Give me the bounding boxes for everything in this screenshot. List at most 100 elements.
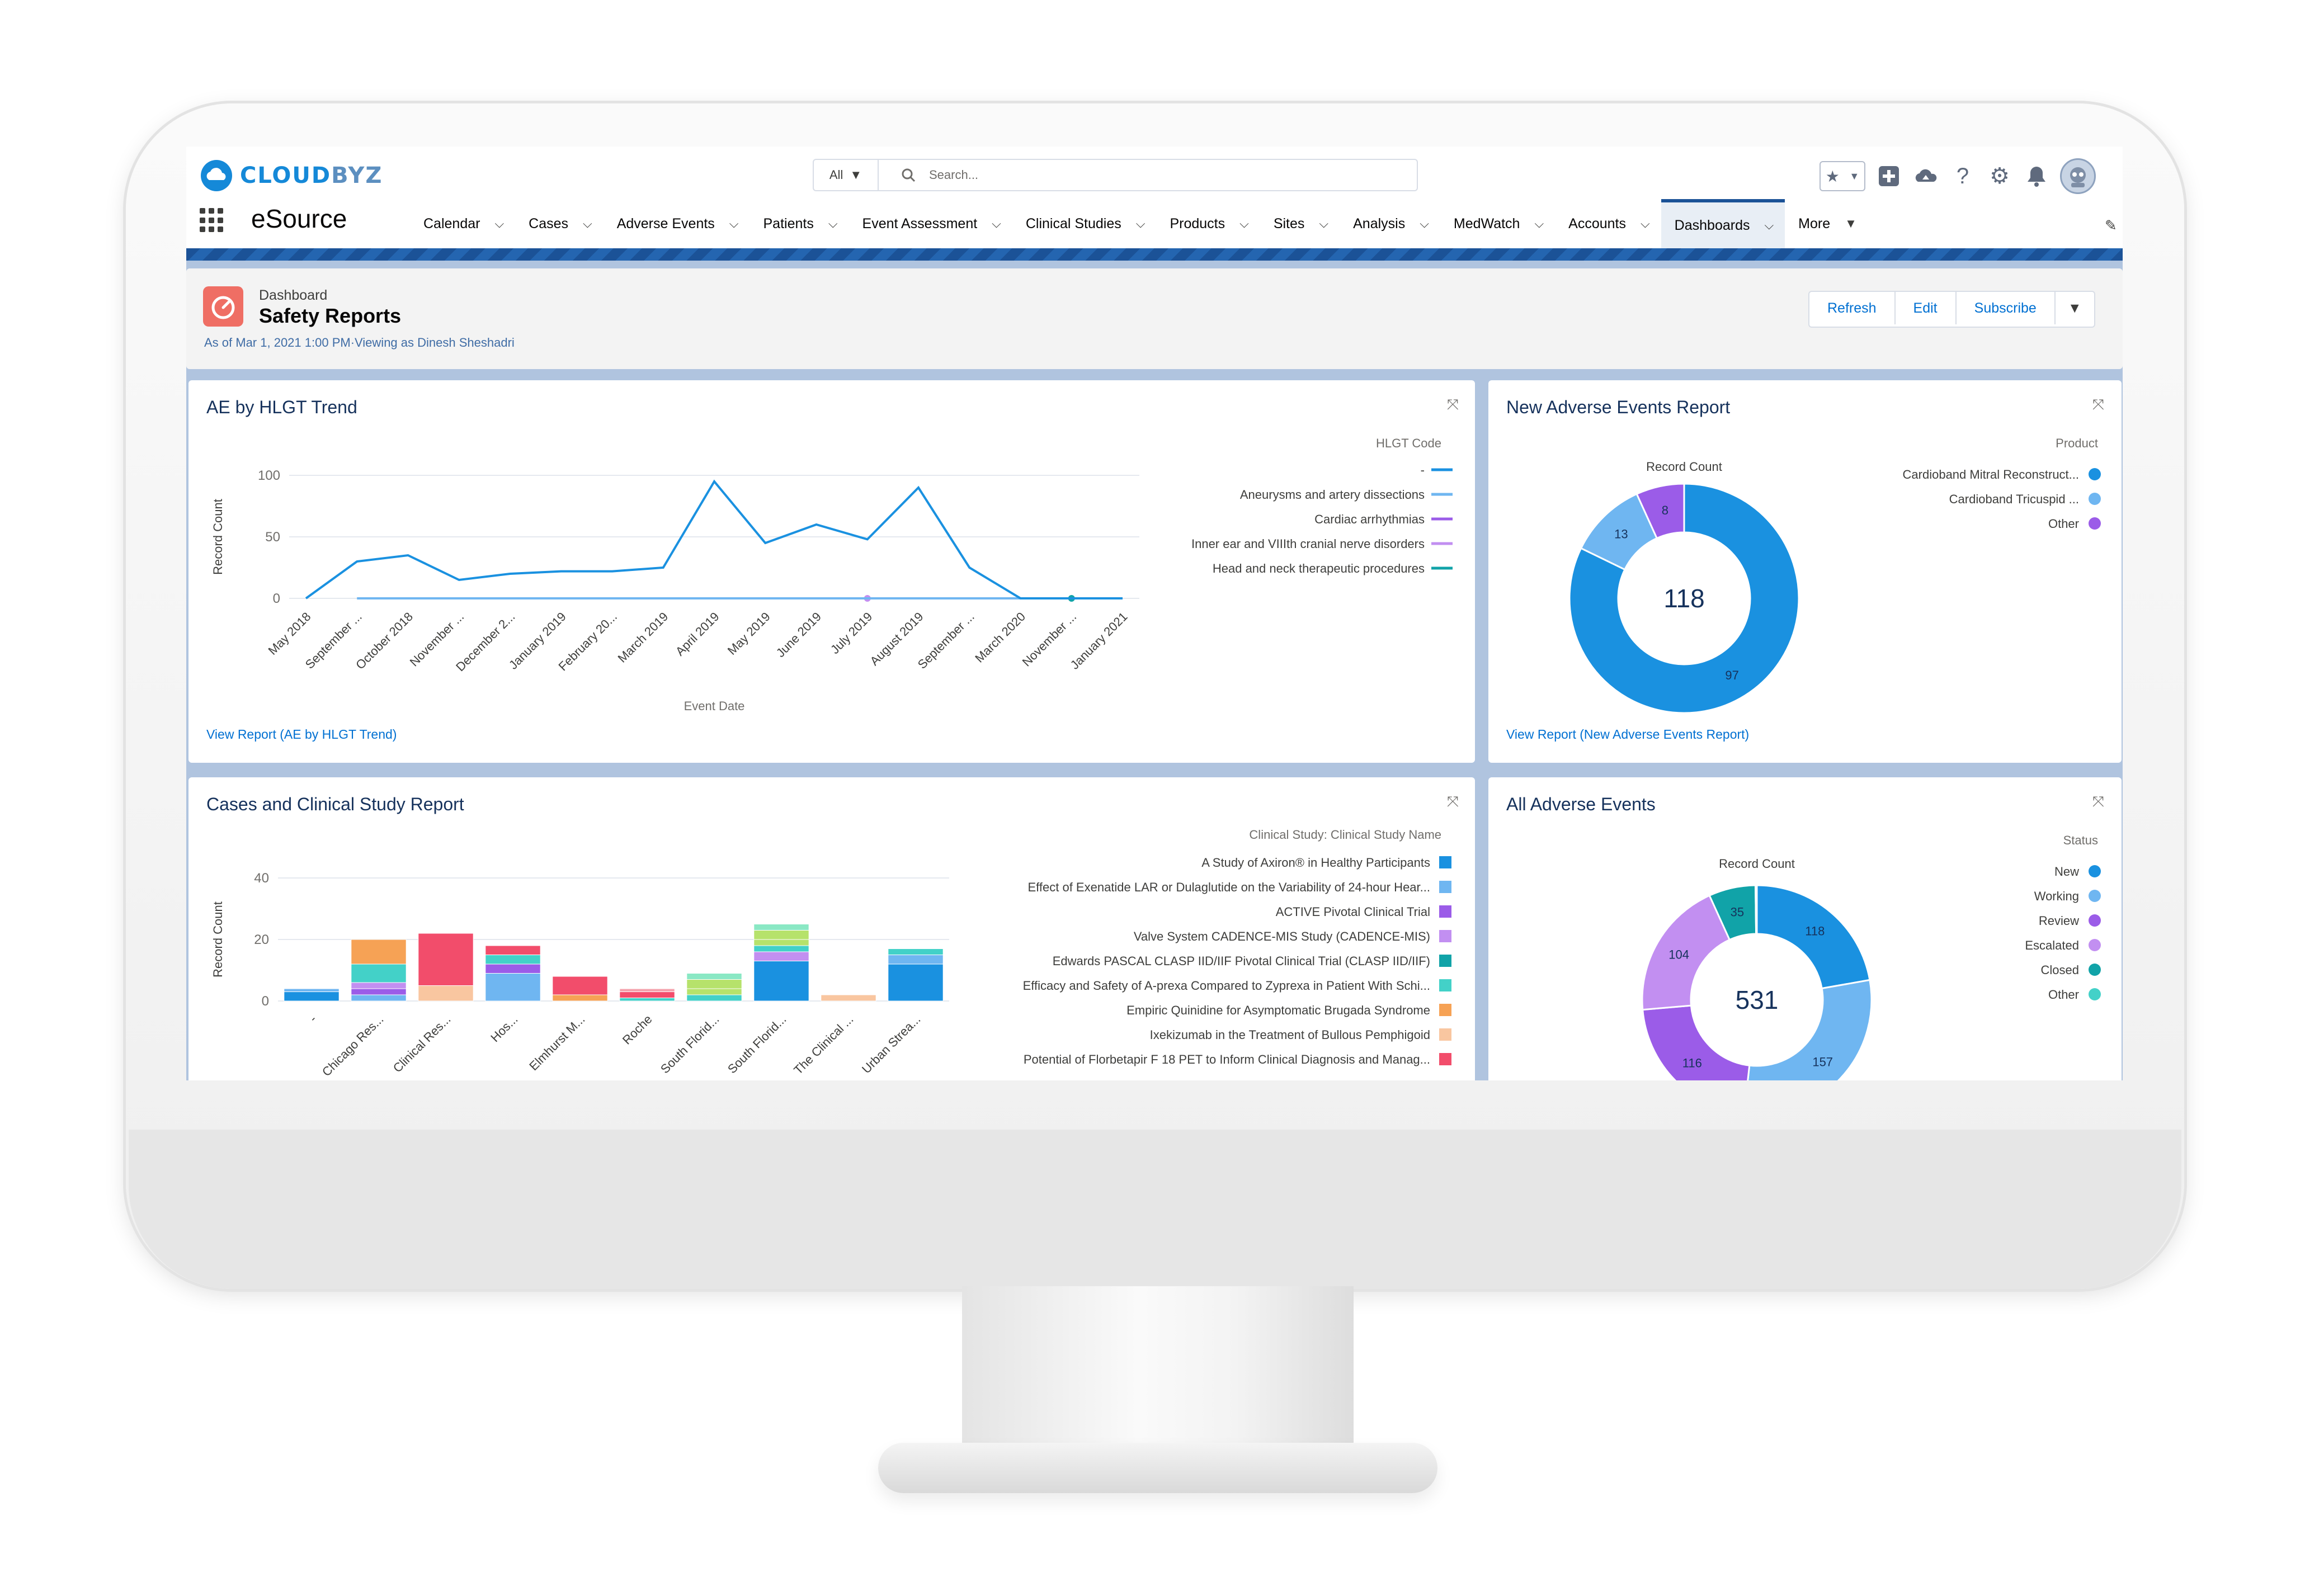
avatar[interactable]	[2060, 158, 2096, 194]
new-ae-donut-chart: Record Count 97 13 8 118 Product Cardioband Mi…	[1568, 436, 2101, 714]
cloudbyz-logo[interactable]: CLOUDBYZ	[200, 159, 383, 192]
chevron-down-icon: ⌵	[1319, 216, 1329, 230]
nav-item-clinical-studies[interactable]: Clinical Studies ⌵	[1025, 215, 1146, 232]
cases-clinical-study-card: Cases and Clinical Study Report ⤧ 0 20 40 R…	[188, 777, 1475, 1080]
bar-segment	[821, 994, 876, 1002]
edit-button[interactable]: Edit	[1896, 292, 1957, 324]
caret-down-icon: ▼	[2067, 300, 2082, 316]
favorites-button[interactable]: ★ ▼	[1820, 161, 1865, 191]
chevron-down-icon: ⌵	[1420, 216, 1429, 230]
donut-slice	[1756, 884, 1871, 990]
bar-segment	[619, 988, 675, 992]
nav-item-more[interactable]: More ▼	[1798, 215, 1857, 232]
search-scope-label: All	[829, 168, 843, 182]
y-tick-label: 20	[254, 932, 269, 947]
bar-segment	[284, 991, 340, 1002]
x-tick-label: June 2019	[774, 610, 824, 660]
help-icon[interactable]: ?	[1956, 163, 1969, 188]
trailhead-icon[interactable]	[1912, 163, 1939, 190]
chevron-down-icon: ⌵	[583, 216, 592, 230]
gear-icon[interactable]: ⚙	[1990, 164, 2010, 188]
nav-item-medwatch[interactable]: MedWatch ⌵	[1453, 215, 1544, 232]
bar-segment	[351, 964, 407, 983]
expand-icon[interactable]: ⤧	[1447, 396, 1459, 413]
bar-segment	[888, 964, 944, 1002]
refresh-button[interactable]: Refresh	[1809, 292, 1896, 324]
ae-hlgt-trend-card: AE by HLGT Trend ⤧ 0 50 100 Record Count May…	[188, 380, 1475, 763]
slice-value-label: 118	[1805, 924, 1825, 938]
y-tick-label: 0	[273, 591, 280, 606]
legend-label: Potential of Florbetapir F 18 PET to Inf…	[1024, 1052, 1430, 1066]
dashboard-header: Dashboard Safety Reports As of Mar 1, 20…	[186, 268, 2123, 369]
chevron-down-icon: ⌵	[1135, 216, 1146, 230]
dashboard-gauge-icon	[203, 286, 243, 327]
chevron-down-icon: ⌵	[1640, 216, 1650, 230]
slice-value-label: 8	[1662, 503, 1668, 517]
expand-icon[interactable]: ⤧	[2092, 793, 2104, 810]
expand-icon[interactable]: ⤧	[1447, 793, 1459, 810]
card-title: All Adverse Events	[1506, 794, 1656, 814]
nav-item-products[interactable]: Products ⌵	[1170, 215, 1249, 232]
global-create-icon[interactable]	[1875, 163, 1902, 190]
nav-item-accounts[interactable]: Accounts ⌵	[1568, 215, 1650, 232]
legend-swatch	[1439, 905, 1451, 918]
nav-item-patients[interactable]: Patients ⌵	[763, 215, 838, 232]
legend-swatch	[1439, 1053, 1451, 1065]
nav-item-cases[interactable]: Cases ⌵	[529, 215, 592, 232]
y-tick-label: 50	[265, 530, 280, 545]
bar-segment	[753, 924, 809, 931]
legend-swatch	[1439, 979, 1451, 991]
legend-label: Inner ear and VIIIth cranial nerve disor…	[1191, 537, 1425, 551]
bar-segment	[485, 964, 541, 974]
legend-swatch	[1439, 856, 1451, 868]
notification-bell-icon[interactable]	[2023, 163, 2050, 190]
bar-segment	[284, 988, 340, 992]
nav-item-event-assessment[interactable]: Event Assessment ⌵	[862, 215, 1001, 232]
bar-segment	[351, 939, 407, 965]
view-report-link[interactable]: View Report (AE by HLGT Trend)	[206, 727, 397, 742]
donut-slice	[1642, 1004, 1751, 1080]
slice-value-label: 97	[1725, 668, 1738, 682]
more-actions-button[interactable]: ▼	[2056, 292, 2094, 324]
bar-segment	[619, 998, 675, 1002]
star-icon: ★	[1825, 167, 1840, 185]
nav-item-sites[interactable]: Sites ⌵	[1273, 215, 1329, 232]
bar-segment	[485, 973, 541, 1002]
chevron-down-icon: ⌵	[729, 216, 739, 230]
bar-segment	[351, 994, 407, 1002]
legend-label: Cardioband Tricuspid ...	[1949, 492, 2079, 506]
donut-slice	[1747, 979, 1873, 1080]
nav-item-calendar[interactable]: Calendar ⌵	[423, 215, 505, 232]
legend-label: Valve System CADENCE-MIS Study (CADENCE-…	[1134, 929, 1430, 943]
x-tick-label: The Clinical ...	[791, 1012, 856, 1077]
search-scope-dropdown[interactable]: All ▼	[813, 159, 879, 191]
nav-item-dashboards[interactable]: Dashboards ⌵	[1661, 199, 1785, 248]
legend-title: HLGT Code	[1376, 436, 1441, 450]
edit-nav-pencil-icon[interactable]: ✎	[2105, 217, 2117, 234]
x-tick-label: Clinical Res...	[390, 1012, 454, 1075]
search-input[interactable]: Search...	[878, 159, 1418, 191]
app-launcher-icon[interactable]	[200, 208, 224, 233]
subscribe-button[interactable]: Subscribe	[1957, 292, 2056, 324]
chevron-down-icon: ⌵	[1764, 218, 1774, 232]
legend-label: Other	[2048, 517, 2079, 531]
bar-segment	[686, 994, 742, 1002]
legend-label: -	[1421, 463, 1425, 477]
bar-segment	[753, 945, 809, 952]
x-tick-label: May 2018	[266, 610, 314, 658]
nav-item-analysis[interactable]: Analysis ⌵	[1353, 215, 1429, 232]
view-report-link[interactable]: View Report (New Adverse Events Report)	[1506, 727, 1750, 742]
bar-segment	[753, 939, 809, 946]
bar-segment	[351, 988, 407, 995]
expand-icon[interactable]: ⤧	[2092, 396, 2104, 413]
monitor-chin	[129, 1130, 2181, 1289]
legend-label: Review	[2039, 914, 2079, 928]
chevron-down-icon: ⌵	[1239, 216, 1249, 230]
y-tick-label: 0	[262, 994, 269, 1009]
legend-swatch	[2089, 914, 2101, 927]
legend-label: New	[2054, 865, 2079, 879]
x-tick-label: Urban Strea...	[859, 1012, 923, 1076]
legend-swatch	[2089, 468, 2101, 480]
dashboard-timestamp: As of Mar 1, 2021 1:00 PM·Viewing as Din…	[204, 336, 515, 350]
nav-item-adverse-events[interactable]: Adverse Events ⌵	[616, 215, 739, 232]
